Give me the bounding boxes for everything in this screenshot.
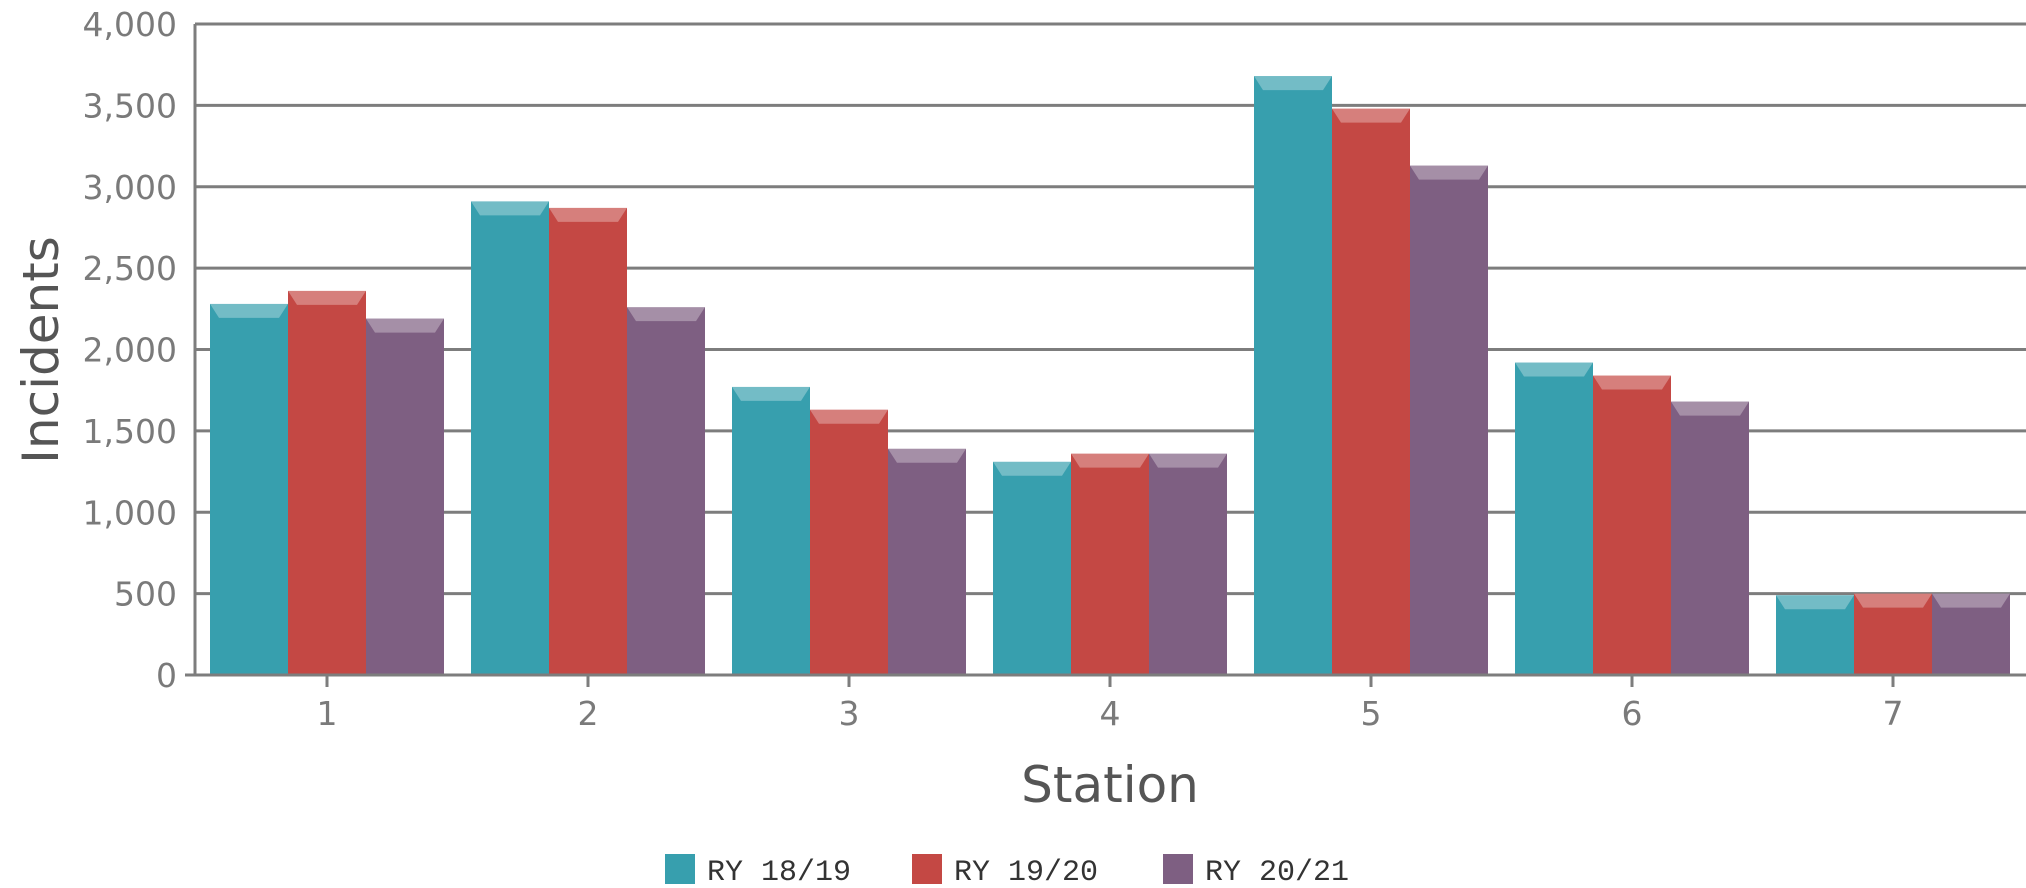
bar-bevel bbox=[627, 307, 705, 322]
bar bbox=[1254, 76, 1332, 675]
legend-label: RY 18/19 bbox=[707, 856, 851, 888]
bar-body bbox=[1671, 401, 1749, 675]
bar-bevel bbox=[1593, 375, 1671, 390]
bar-bevel bbox=[1671, 401, 1749, 416]
y-tick-labels: 0 500 1,000 1,500 2,000 2,500 3,000 3,500 4,000 bbox=[83, 5, 177, 695]
y-tick-label: 2,500 bbox=[83, 249, 177, 288]
bar bbox=[366, 318, 444, 675]
bar-bevel bbox=[1254, 76, 1332, 91]
bar bbox=[1854, 593, 1932, 675]
bar bbox=[1776, 595, 1854, 675]
bar-bevel bbox=[210, 303, 288, 318]
axes bbox=[185, 24, 2026, 677]
bar-body bbox=[366, 318, 444, 675]
bar-bevel bbox=[1932, 593, 2010, 608]
bar bbox=[888, 448, 966, 675]
bar-bevel bbox=[366, 318, 444, 333]
legend-item: RY 18/19 bbox=[665, 854, 851, 888]
bar-body bbox=[1410, 165, 1488, 675]
x-tick-labels: 1 2 3 4 5 6 7 bbox=[317, 675, 1904, 733]
bar bbox=[810, 409, 888, 675]
legend-item: RY 19/20 bbox=[912, 854, 1098, 888]
bar bbox=[471, 201, 549, 675]
bar-bevel bbox=[288, 290, 366, 305]
bar bbox=[1149, 453, 1227, 675]
y-tick-label: 500 bbox=[114, 575, 177, 614]
bar bbox=[1932, 593, 2010, 675]
y-tick-label: 0 bbox=[156, 656, 177, 695]
x-tick-label: 1 bbox=[317, 694, 338, 733]
bar-body bbox=[1254, 76, 1332, 675]
bar-body bbox=[810, 409, 888, 675]
bar bbox=[993, 461, 1071, 675]
bar-body bbox=[1149, 453, 1227, 675]
bar-bevel bbox=[471, 201, 549, 216]
bar-body bbox=[1776, 595, 1854, 675]
bar-bevel bbox=[1071, 453, 1149, 468]
bar-bevel bbox=[993, 461, 1071, 476]
legend-label: RY 20/21 bbox=[1205, 856, 1349, 888]
bar-bevel bbox=[549, 207, 627, 222]
x-tick-label: 3 bbox=[839, 694, 860, 733]
bar bbox=[1410, 165, 1488, 675]
bar-body bbox=[993, 461, 1071, 675]
bar-body bbox=[1515, 362, 1593, 675]
bar-bevel bbox=[732, 386, 810, 401]
bar-bevel bbox=[1410, 165, 1488, 180]
y-tick-label: 3,000 bbox=[83, 168, 177, 207]
bars bbox=[210, 76, 2010, 675]
bar bbox=[732, 386, 810, 675]
bar-body bbox=[210, 303, 288, 675]
bar bbox=[1515, 362, 1593, 675]
bar-bevel bbox=[1332, 108, 1410, 123]
bar bbox=[549, 207, 627, 675]
x-axis-title: Station bbox=[1021, 756, 1199, 814]
bar-body bbox=[1593, 375, 1671, 675]
bar bbox=[1593, 375, 1671, 675]
y-tick-label: 3,500 bbox=[83, 86, 177, 125]
x-tick-label: 7 bbox=[1883, 694, 1904, 733]
bar bbox=[1332, 108, 1410, 675]
legend-item: RY 20/21 bbox=[1163, 854, 1349, 888]
bar-bevel bbox=[1854, 593, 1932, 608]
x-tick-label: 4 bbox=[1100, 694, 1121, 733]
legend-swatch bbox=[665, 854, 695, 884]
x-tick-label: 2 bbox=[578, 694, 599, 733]
y-tick-label: 1,500 bbox=[83, 412, 177, 451]
legend: RY 18/19 RY 19/20 RY 20/21 bbox=[665, 854, 1349, 888]
bar-body bbox=[888, 448, 966, 675]
bar-body bbox=[627, 307, 705, 675]
bar-bevel bbox=[810, 409, 888, 424]
bar-body bbox=[288, 290, 366, 675]
bar-body bbox=[732, 386, 810, 675]
bar bbox=[1071, 453, 1149, 675]
bar bbox=[1671, 401, 1749, 675]
y-tick-label: 2,000 bbox=[83, 331, 177, 370]
legend-swatch bbox=[912, 854, 942, 884]
bar-bevel bbox=[888, 448, 966, 463]
x-tick-label: 5 bbox=[1361, 694, 1382, 733]
legend-label: RY 19/20 bbox=[954, 856, 1098, 888]
bar-body bbox=[1932, 593, 2010, 675]
bar-body bbox=[1332, 108, 1410, 675]
bar bbox=[210, 303, 288, 675]
bar-bevel bbox=[1515, 362, 1593, 377]
x-tick-label: 6 bbox=[1622, 694, 1643, 733]
legend-swatch bbox=[1163, 854, 1193, 884]
bar-body bbox=[1071, 453, 1149, 675]
y-tick-label: 4,000 bbox=[83, 5, 177, 44]
y-axis-title: Incidents bbox=[12, 236, 70, 464]
bar bbox=[288, 290, 366, 675]
bar-body bbox=[471, 201, 549, 675]
bar bbox=[627, 307, 705, 675]
bar-body bbox=[1854, 593, 1932, 675]
bar-bevel bbox=[1776, 595, 1854, 610]
y-tick-label: 1,000 bbox=[83, 493, 177, 532]
bar-bevel bbox=[1149, 453, 1227, 468]
bar-body bbox=[549, 207, 627, 675]
